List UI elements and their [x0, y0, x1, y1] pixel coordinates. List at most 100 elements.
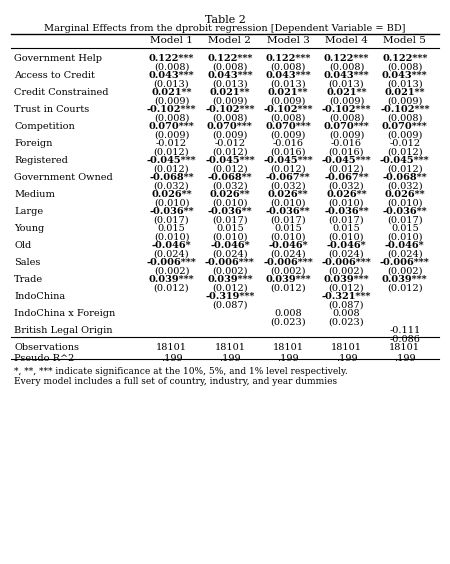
Text: (0.012): (0.012) [154, 148, 189, 157]
Text: (0.008): (0.008) [154, 114, 189, 123]
Text: (0.012): (0.012) [270, 165, 306, 174]
Text: (0.010): (0.010) [328, 199, 364, 208]
Text: Marginal Effects from the dprobit regression [Dependent Variable = BD]: Marginal Effects from the dprobit regres… [44, 24, 406, 33]
Text: 0.043***: 0.043*** [266, 71, 311, 80]
Text: -0.006***: -0.006*** [380, 258, 430, 267]
Text: 0.021**: 0.021** [210, 88, 250, 97]
Text: Old: Old [14, 241, 32, 250]
Text: 0.021**: 0.021** [326, 88, 367, 97]
Text: (0.032): (0.032) [270, 182, 306, 191]
Text: 0.070***: 0.070*** [207, 122, 253, 131]
Text: Competition: Competition [14, 122, 75, 131]
Text: -0.036**: -0.036** [149, 207, 194, 216]
Text: (0.008): (0.008) [270, 114, 306, 123]
Text: -0.102***: -0.102*** [322, 105, 371, 114]
Text: 0.070***: 0.070*** [324, 122, 369, 131]
Text: -0.012: -0.012 [389, 139, 420, 148]
Text: Government Help: Government Help [14, 54, 102, 63]
Text: -0.102***: -0.102*** [263, 105, 313, 114]
Text: 0.026**: 0.026** [151, 190, 192, 199]
Text: -0.045***: -0.045*** [263, 156, 313, 165]
Text: (0.024): (0.024) [387, 250, 423, 259]
Text: Model 5: Model 5 [383, 36, 426, 45]
Text: (0.010): (0.010) [212, 233, 248, 242]
Text: (0.008): (0.008) [329, 114, 364, 123]
Text: 0.026**: 0.026** [384, 190, 425, 199]
Text: -0.046*: -0.046* [152, 241, 191, 250]
Text: -0.045***: -0.045*** [147, 156, 196, 165]
Text: (0.008): (0.008) [387, 63, 423, 72]
Text: .199: .199 [336, 354, 357, 363]
Text: -0.036**: -0.036** [382, 207, 427, 216]
Text: (0.008): (0.008) [212, 63, 248, 72]
Text: (0.012): (0.012) [212, 165, 248, 174]
Text: 0.043***: 0.043*** [382, 71, 428, 80]
Text: (0.012): (0.012) [387, 148, 423, 157]
Text: -0.045***: -0.045*** [205, 156, 255, 165]
Text: (0.032): (0.032) [154, 182, 189, 191]
Text: (0.012): (0.012) [154, 284, 189, 293]
Text: .199: .199 [161, 354, 182, 363]
Text: -0.036**: -0.036** [207, 207, 252, 216]
Text: -0.102***: -0.102*** [147, 105, 196, 114]
Text: -0.006***: -0.006*** [263, 258, 313, 267]
Text: .199: .199 [394, 354, 415, 363]
Text: 0.021**: 0.021** [151, 88, 192, 97]
Text: 0.070***: 0.070*** [148, 122, 194, 131]
Text: (0.087): (0.087) [328, 301, 364, 310]
Text: 18101: 18101 [331, 343, 362, 352]
Text: 0.039***: 0.039*** [207, 275, 252, 284]
Text: IndoChina x Foreign: IndoChina x Foreign [14, 309, 115, 318]
Text: 18101: 18101 [273, 343, 304, 352]
Text: -0.068**: -0.068** [382, 173, 427, 182]
Text: (0.032): (0.032) [212, 182, 248, 191]
Text: (0.002): (0.002) [270, 267, 306, 276]
Text: 18101: 18101 [214, 343, 245, 352]
Text: Young: Young [14, 224, 45, 233]
Text: -0.006***: -0.006*** [205, 258, 255, 267]
Text: (0.017): (0.017) [212, 216, 248, 225]
Text: (0.010): (0.010) [270, 233, 306, 242]
Text: (0.087): (0.087) [212, 301, 248, 310]
Text: (0.002): (0.002) [328, 267, 364, 276]
Text: -0.006***: -0.006*** [147, 258, 197, 267]
Text: 0.122***: 0.122*** [207, 54, 252, 63]
Text: Model 3: Model 3 [267, 36, 310, 45]
Text: 0.026**: 0.026** [268, 190, 308, 199]
Text: (0.012): (0.012) [212, 284, 248, 293]
Text: British Legal Origin: British Legal Origin [14, 326, 112, 335]
Text: (0.009): (0.009) [387, 97, 423, 106]
Text: 0.026**: 0.026** [326, 190, 367, 199]
Text: (0.012): (0.012) [270, 284, 306, 293]
Text: -0.045***: -0.045*** [322, 156, 371, 165]
Text: -0.086: -0.086 [389, 335, 420, 344]
Text: (0.009): (0.009) [329, 131, 364, 140]
Text: Medium: Medium [14, 190, 55, 199]
Text: 0.039***: 0.039*** [324, 275, 369, 284]
Text: 0.026**: 0.026** [210, 190, 250, 199]
Text: -0.111: -0.111 [389, 326, 420, 335]
Text: -0.319***: -0.319*** [205, 292, 255, 301]
Text: 0.015: 0.015 [391, 224, 419, 233]
Text: (0.024): (0.024) [212, 250, 248, 259]
Text: (0.008): (0.008) [387, 114, 423, 123]
Text: -0.036**: -0.036** [324, 207, 369, 216]
Text: (0.010): (0.010) [328, 233, 364, 242]
Text: .199: .199 [277, 354, 299, 363]
Text: (0.009): (0.009) [387, 131, 423, 140]
Text: (0.002): (0.002) [154, 267, 189, 276]
Text: (0.009): (0.009) [270, 97, 306, 106]
Text: (0.009): (0.009) [212, 97, 248, 106]
Text: (0.023): (0.023) [270, 318, 306, 327]
Text: -0.067**: -0.067** [324, 173, 369, 182]
Text: (0.032): (0.032) [328, 182, 364, 191]
Text: -0.046*: -0.046* [210, 241, 250, 250]
Text: (0.010): (0.010) [387, 199, 423, 208]
Text: 0.070***: 0.070*** [266, 122, 311, 131]
Text: (0.024): (0.024) [154, 250, 189, 259]
Text: (0.013): (0.013) [270, 80, 306, 89]
Text: (0.008): (0.008) [270, 63, 306, 72]
Text: (0.023): (0.023) [328, 318, 364, 327]
Text: Registered: Registered [14, 156, 68, 165]
Text: (0.017): (0.017) [387, 216, 423, 225]
